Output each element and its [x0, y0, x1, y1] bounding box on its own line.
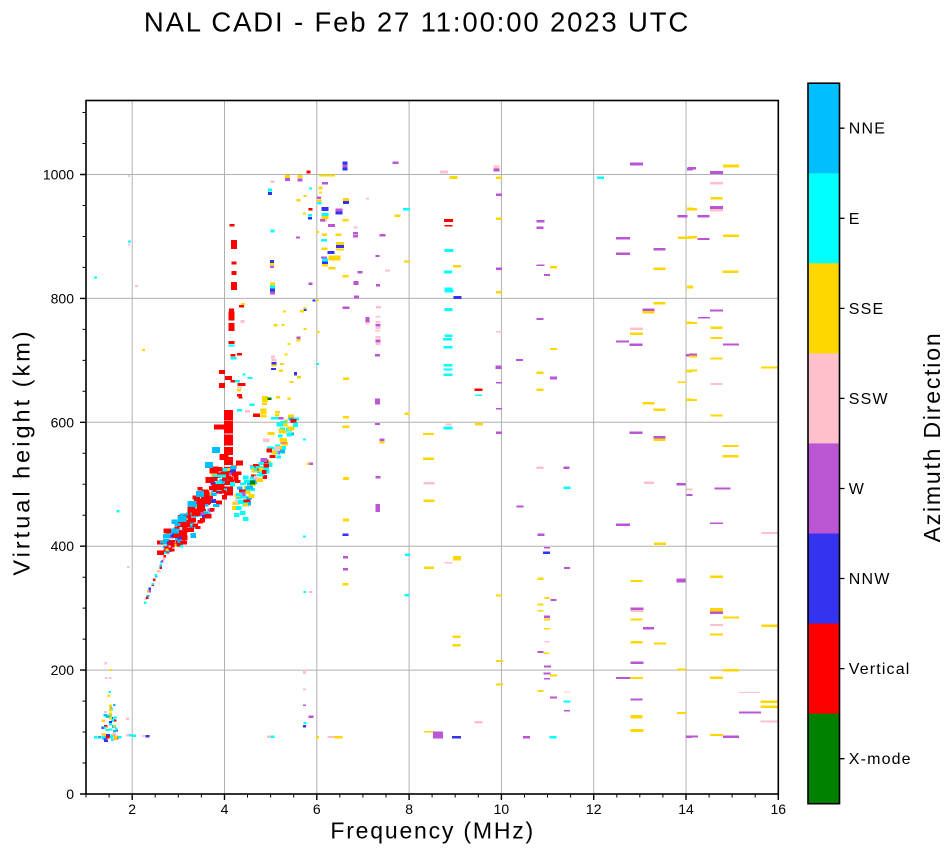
svg-text:6: 6: [313, 801, 321, 817]
svg-text:Azimuth Direction: Azimuth Direction: [919, 332, 945, 543]
svg-text:SSW: SSW: [849, 391, 889, 408]
svg-text:Vertical: Vertical: [849, 661, 911, 678]
svg-text:Virtual height (km): Virtual height (km): [9, 328, 35, 575]
svg-text:0: 0: [66, 786, 74, 802]
svg-text:14: 14: [678, 801, 694, 817]
svg-text:NNW: NNW: [849, 571, 891, 588]
svg-text:1000: 1000: [43, 167, 74, 183]
svg-text:400: 400: [51, 538, 75, 554]
svg-text:NNE: NNE: [849, 121, 886, 138]
svg-text:10: 10: [494, 801, 510, 817]
svg-text:12: 12: [586, 801, 602, 817]
svg-text:16: 16: [771, 801, 787, 817]
svg-text:8: 8: [405, 801, 413, 817]
svg-text:W: W: [849, 481, 865, 498]
svg-text:SSE: SSE: [849, 301, 884, 318]
svg-text:NAL CADI - Feb 27 11:00:00 202: NAL CADI - Feb 27 11:00:00 2023 UTC: [144, 6, 690, 37]
svg-text:Frequency (MHz): Frequency (MHz): [330, 818, 535, 844]
svg-text:4: 4: [221, 801, 229, 817]
svg-text:800: 800: [51, 290, 75, 306]
svg-text:200: 200: [51, 662, 75, 678]
svg-text:2: 2: [128, 801, 136, 817]
svg-text:E: E: [849, 211, 861, 228]
svg-text:600: 600: [51, 414, 75, 430]
svg-text:X-mode: X-mode: [849, 751, 912, 768]
